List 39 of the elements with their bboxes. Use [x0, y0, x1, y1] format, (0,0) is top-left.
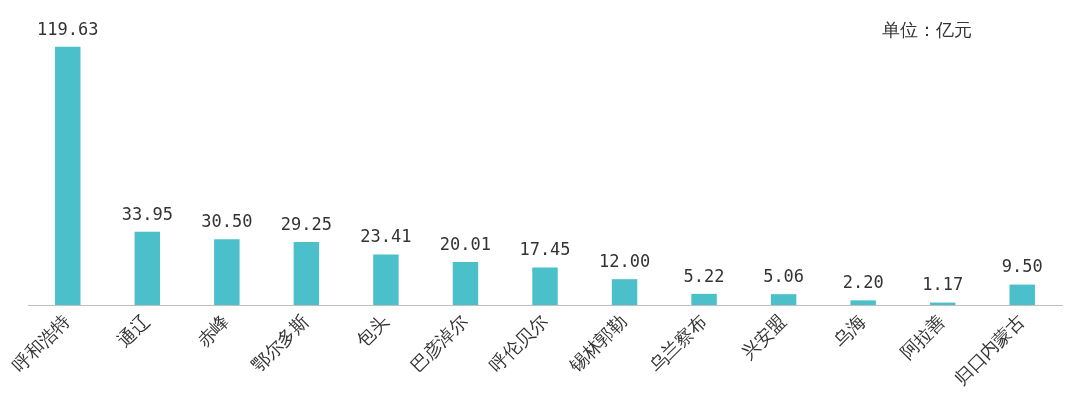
- data-label: 5.06: [763, 266, 805, 287]
- x-tick-label: 兴安盟: [737, 310, 790, 364]
- data-label: 17.45: [519, 239, 571, 260]
- data-label: 1.17: [922, 274, 964, 295]
- bar: [770, 294, 797, 306]
- bar: [452, 261, 479, 306]
- x-tick-label: 乌海: [829, 310, 870, 351]
- x-tick-label: 包头: [352, 310, 393, 351]
- x-tick-label: 乌兰察布: [645, 310, 711, 376]
- bar: [214, 239, 240, 306]
- bar: [55, 46, 81, 306]
- x-tick-label: 呼和浩特: [8, 310, 74, 376]
- data-label: 9.50: [1001, 256, 1043, 277]
- x-tick-label: 通辽: [113, 310, 154, 351]
- data-label: 12.00: [598, 251, 651, 272]
- bar: [293, 241, 320, 306]
- bar: [691, 293, 717, 306]
- x-tick-label: 锡林郭勒: [564, 310, 631, 377]
- bar: [1009, 284, 1035, 306]
- bar: [373, 254, 399, 306]
- x-tick-label: 归口内蒙古: [950, 310, 1029, 389]
- x-tick-label: 鄂尔多斯: [247, 310, 313, 376]
- data-label: 2.20: [842, 272, 884, 293]
- x-tick-label: 赤峰: [193, 310, 234, 351]
- bar: [850, 300, 876, 306]
- data-label: 23.41: [360, 226, 412, 247]
- data-label: 20.01: [439, 233, 492, 254]
- x-tick-label: 巴彦淖尔: [406, 310, 472, 376]
- x-tick-label: 阿拉善: [896, 310, 949, 364]
- x-tick-label: 呼伦贝尔: [486, 310, 552, 376]
- data-label: 30.50: [201, 211, 253, 232]
- bar: [134, 231, 161, 306]
- data-label: 5.22: [683, 265, 725, 286]
- text: 单位：亿元: [882, 18, 972, 40]
- bar: [532, 267, 558, 306]
- data-label: 29.25: [280, 213, 332, 234]
- data-label: 33.95: [121, 203, 173, 224]
- bar: [611, 279, 638, 306]
- data-label: 119.63: [37, 18, 99, 39]
